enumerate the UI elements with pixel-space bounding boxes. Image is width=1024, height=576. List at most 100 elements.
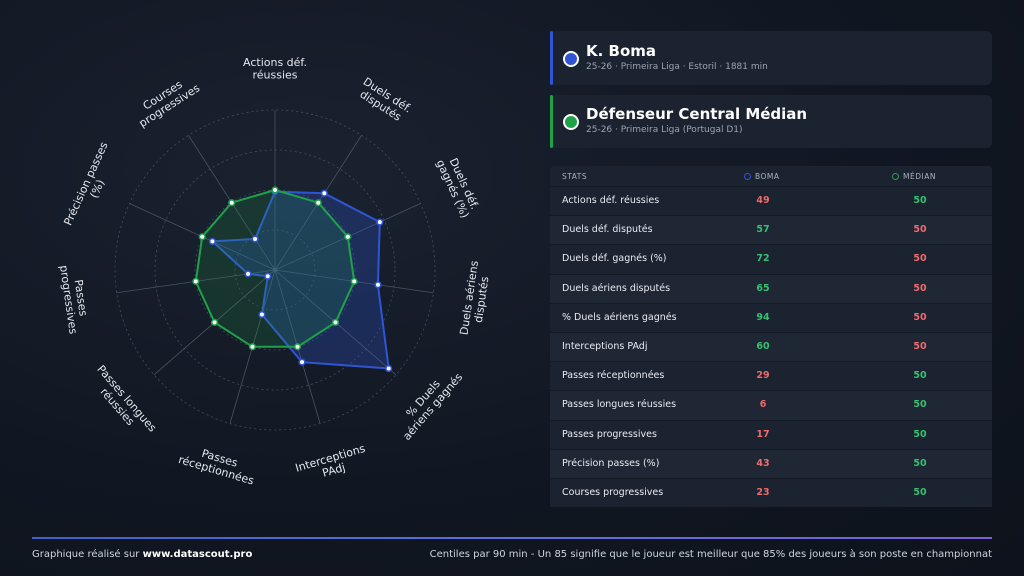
median-value: 50 (913, 486, 927, 498)
player-legend-icon (744, 173, 751, 180)
stats-table-header: STATS BOMA MÉDIAN (550, 166, 992, 186)
axis-label-3: Duels déf.gagnés (%) (434, 153, 483, 221)
player-value: 65 (756, 282, 770, 294)
player-value: 17 (756, 428, 770, 440)
data-point-median-2 (314, 199, 322, 207)
axis-label-4: Duels aériensdisputés (457, 260, 493, 338)
table-row: Courses progressives 23 50 (550, 477, 992, 508)
header-player: BOMA (744, 172, 780, 181)
footer-credit-prefix: Graphique réalisé sur (32, 549, 140, 560)
table-row: Précision passes (%) 43 50 (550, 448, 992, 478)
grid-ring-1 (234, 229, 316, 311)
axis-label-11: Coursesprogressives (130, 71, 203, 130)
footer-site-link[interactable]: www.datascout.pro (142, 549, 253, 560)
median-value: 50 (913, 253, 927, 265)
stat-name: Actions déf. réussies (562, 195, 660, 206)
axis-label-5: % Duelsaériens gagnés (391, 362, 466, 443)
data-point-player-2 (320, 189, 328, 197)
table-row: Passes réceptionnées 29 50 (550, 361, 992, 391)
data-point-median-5 (331, 318, 340, 326)
player-card: K. Boma 25-26 · Primeira Liga · Estoril … (550, 31, 992, 85)
stat-name: Précision passes (%) (562, 457, 660, 469)
axis-label-line: réussies (252, 68, 297, 81)
header-stats: STATS (562, 172, 588, 181)
player-value: 49 (756, 195, 770, 206)
radar-chart: Actions déf. réussies Duels déf.disputés Du… (57, 56, 493, 488)
header-median: MÉDIAN (892, 172, 936, 181)
grid-ring-4 (114, 109, 436, 431)
axis-label-10: Précision passes(%) (61, 140, 122, 233)
table-row: Interceptions PAdj 60 50 (550, 331, 992, 362)
axis-label-6: InterceptionsPAdj (294, 442, 371, 487)
table-row: Duels déf. disputés 57 50 (550, 215, 992, 245)
player-value: 43 (756, 457, 770, 469)
stats-table-body: Actions déf. réussies 49 50 Duels déf. disp… (550, 186, 992, 508)
axis-label-line: PAdj (321, 461, 347, 480)
data-point-median-7 (248, 343, 257, 351)
player-value: 23 (756, 486, 770, 498)
data-point-player-7 (258, 310, 266, 319)
median-value: 50 (913, 195, 927, 206)
data-point-median-4 (350, 277, 358, 285)
data-point-player-3 (376, 218, 384, 226)
axis-label-9: Passesprogressives (57, 262, 92, 335)
axis-label-line: Actions déf. (243, 56, 307, 69)
median-value: 50 (913, 282, 927, 294)
data-point-median-1 (271, 186, 279, 194)
stat-name: Interceptions PAdj (562, 340, 648, 352)
data-point-median-9 (192, 277, 200, 285)
stat-name: Passes progressives (562, 428, 657, 440)
data-point-median-6 (293, 343, 302, 351)
stat-name: % Duels aériens gagnés (562, 311, 677, 323)
data-point-median-11 (228, 199, 236, 207)
data-point-player-11 (251, 235, 259, 243)
table-row: Passes progressives 17 50 (550, 419, 992, 449)
median-subtitle: 25-26 · Primeira Liga (Portugal D1) (586, 125, 743, 135)
player-value: 6 (759, 399, 767, 411)
player-name: K. Boma (586, 42, 657, 60)
table-row: Duels aériens disputés 65 50 (550, 273, 992, 303)
player-subtitle: 25-26 · Primeira Liga · Estoril · 1881 m… (586, 62, 768, 72)
stat-name: Duels déf. disputés (562, 224, 653, 236)
median-card: Défenseur Central Médian 25-26 · Primeir… (550, 95, 992, 148)
table-row: Actions déf. réussies 49 50 (550, 186, 992, 216)
header-median-label: MÉDIAN (903, 172, 936, 181)
median-value: 50 (913, 457, 927, 469)
axis-label-line: Passes (72, 279, 90, 318)
footer-divider (32, 537, 992, 539)
axis-label-7: Passesréceptionnées (177, 441, 259, 488)
median-value: 50 (913, 428, 927, 440)
data-point-player-8 (264, 272, 272, 280)
axis-label-8: Passes longuesréussies (85, 363, 159, 443)
table-row: % Duels aériens gagnés 94 50 (550, 302, 992, 332)
player-value: 72 (756, 253, 770, 265)
median-dot-icon (563, 114, 579, 130)
median-accent-bar (550, 95, 553, 148)
data-point-player-10 (208, 237, 217, 246)
header-player-label: BOMA (755, 172, 780, 181)
table-row: Passes longues réussies 6 50 (550, 390, 992, 420)
axis-label-1: Actions déf. réussies (243, 56, 307, 82)
player-value: 60 (756, 340, 770, 352)
median-value: 50 (913, 340, 927, 352)
axis-label-2: Duels déf.disputés (354, 75, 414, 126)
data-point-player-9 (244, 270, 252, 278)
median-value: 50 (913, 224, 927, 236)
player-value: 94 (756, 311, 770, 323)
footer-credit: Graphique réalisé sur www.datascout.pro (32, 549, 252, 560)
median-value: 50 (913, 311, 927, 323)
median-name: Défenseur Central Médian (586, 105, 808, 123)
data-point-median-10 (198, 233, 206, 241)
stat-name: Passes longues réussies (562, 399, 677, 411)
data-point-player-6 (298, 358, 306, 366)
data-point-player-4 (374, 281, 382, 289)
player-value: 57 (756, 224, 770, 236)
median-value: 50 (913, 399, 927, 411)
stat-name: Duels aériens disputés (562, 282, 671, 294)
median-legend-icon (892, 173, 899, 180)
player-dot-icon (563, 51, 579, 67)
series-area-median (194, 189, 356, 348)
data-point-median-3 (344, 233, 352, 241)
table-row: Duels déf. gagnés (%) 72 50 (550, 244, 992, 274)
player-accent-bar (550, 31, 553, 85)
